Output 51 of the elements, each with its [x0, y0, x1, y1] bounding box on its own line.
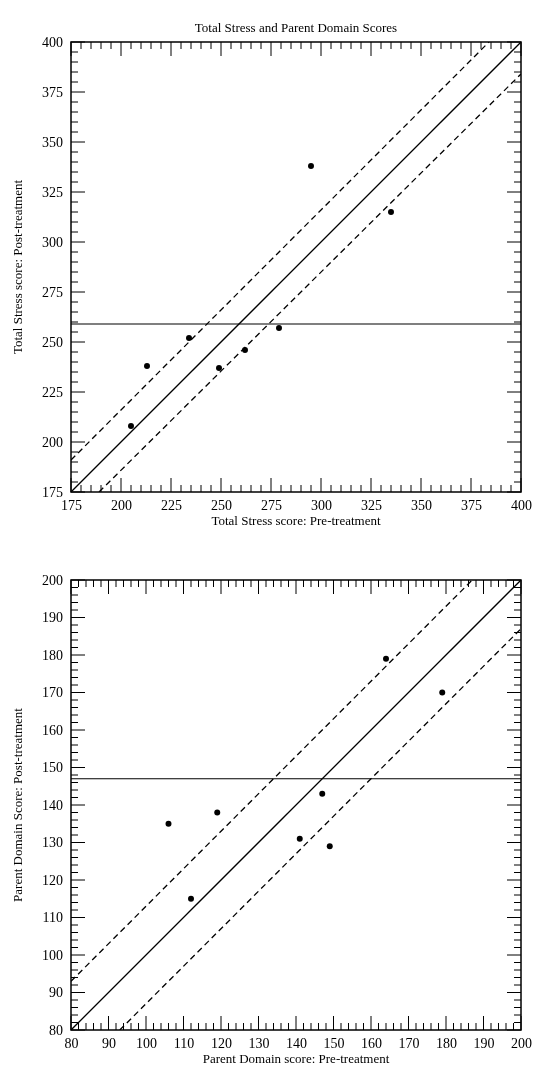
y-tick-label: 350: [42, 134, 63, 150]
y-tick-label: 225: [42, 384, 63, 400]
x-tick-label: 200: [511, 1035, 532, 1051]
y-tick-label: 275: [42, 284, 63, 300]
y-tick-label: 200: [42, 434, 63, 450]
y-tick-label: 130: [42, 835, 63, 851]
x-tick-label: 100: [136, 1035, 157, 1051]
y-tick-label: 175: [42, 484, 63, 500]
y-tick-label: 150: [42, 760, 63, 776]
x-tick-label: 120: [211, 1035, 232, 1051]
x-tick-label: 200: [111, 497, 132, 513]
y-axis-title: Parent Domain Score: Post-treatment: [10, 707, 25, 902]
y-tick-label: 90: [49, 985, 63, 1001]
y-axis-title: Total Stress score: Post-treatment: [10, 179, 25, 355]
x-tick-label: 275: [261, 497, 282, 513]
x-tick-label: 225: [161, 497, 182, 513]
x-tick-label: 250: [211, 497, 232, 513]
y-tick-label: 100: [42, 947, 63, 963]
x-tick-label: 350: [411, 497, 432, 513]
y-tick-label: 190: [42, 610, 63, 626]
y-tick-label: 325: [42, 184, 63, 200]
x-tick-label: 160: [361, 1035, 382, 1051]
y-tick-label: 160: [42, 722, 63, 738]
x-tick-label: 375: [461, 497, 482, 513]
x-axis-title: Parent Domain score: Pre-treatment: [202, 1051, 390, 1066]
y-tick-label: 120: [42, 872, 63, 888]
y-tick-label: 300: [42, 234, 63, 250]
x-tick-label: 170: [398, 1035, 420, 1051]
y-tick-label: 140: [42, 797, 63, 813]
x-tick-label: 400: [511, 497, 532, 513]
x-tick-label: 190: [473, 1035, 495, 1051]
x-axis-title: Total Stress score: Pre-treatment: [211, 513, 381, 528]
x-tick-label: 80: [64, 1035, 79, 1051]
x-tick-label: 130: [248, 1035, 270, 1051]
y-tick-label: 375: [42, 84, 63, 100]
x-tick-label: 90: [102, 1035, 116, 1051]
x-tick-label: 180: [436, 1035, 457, 1051]
y-tick-label: 80: [49, 1022, 63, 1038]
y-tick-label: 250: [42, 334, 63, 350]
x-tick-label: 300: [311, 497, 332, 513]
x-tick-label: 110: [173, 1035, 195, 1051]
chart-title: Total Stress and Parent Domain Scores: [194, 20, 398, 35]
y-tick-label: 400: [42, 34, 63, 50]
y-tick-label: 170: [42, 685, 63, 701]
y-tick-label: 110: [42, 910, 63, 926]
x-tick-label: 325: [361, 497, 382, 513]
y-tick-label: 180: [42, 647, 63, 663]
y-tick-label: 200: [42, 572, 63, 588]
x-tick-label: 150: [323, 1035, 345, 1051]
x-tick-label: 175: [61, 497, 82, 513]
x-tick-label: 140: [286, 1035, 307, 1051]
